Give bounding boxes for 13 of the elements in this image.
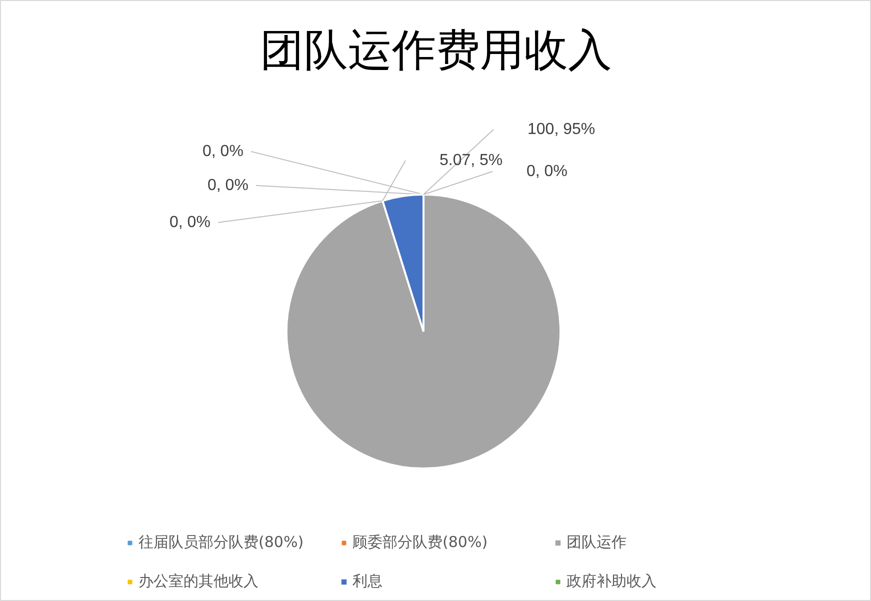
legend-label: 团队运作	[566, 533, 628, 552]
legend-label: 顾委部分队费(80%)	[352, 533, 489, 552]
text: 0, 0%	[526, 163, 568, 180]
legend-label: 利息	[352, 572, 384, 591]
text: 0, 0%	[170, 214, 210, 231]
data-label: 5.07, 5%	[440, 152, 503, 169]
text: 0, 0%	[202, 143, 244, 160]
text: 0, 0%	[208, 177, 248, 194]
legend-label: 办公室的其他收入	[138, 572, 260, 591]
chart-title: 团队运作费用收入	[260, 25, 612, 76]
data-label: 100, 95%	[528, 121, 596, 138]
legend-label: 政府补助收入	[566, 572, 658, 591]
legend-label: 往届队员部分队费(80%)	[138, 533, 305, 552]
